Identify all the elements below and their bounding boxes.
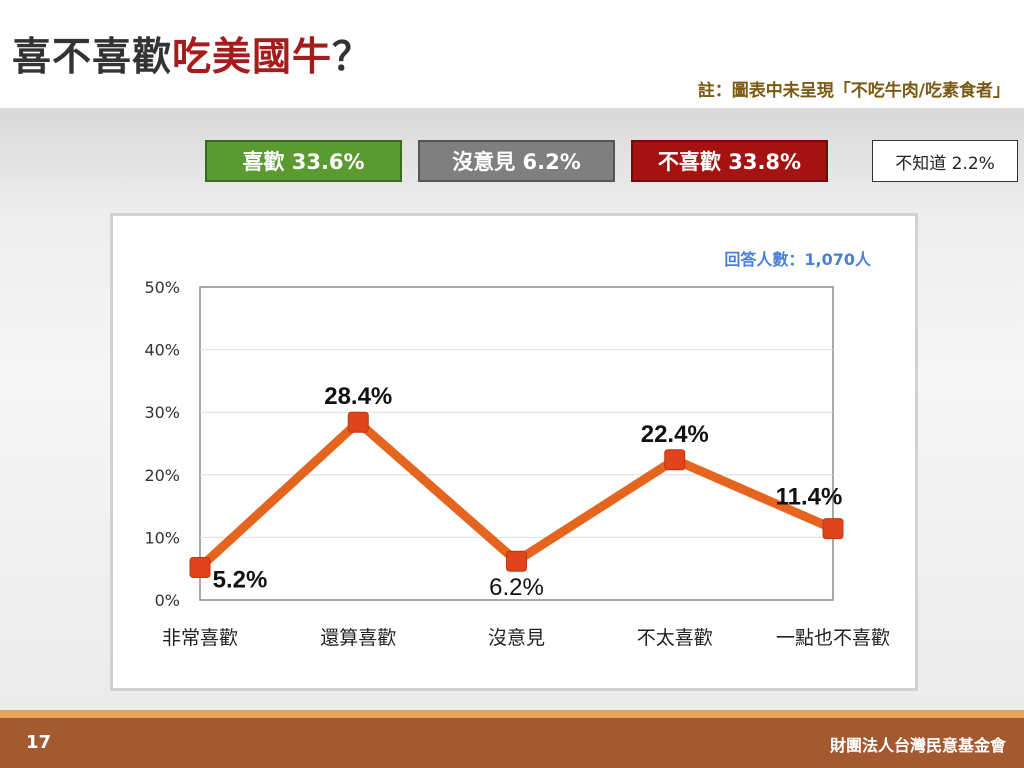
data-label: 28.4% bbox=[324, 383, 392, 410]
y-tick-label: 40% bbox=[144, 341, 180, 360]
x-tick-label: 沒意見 bbox=[488, 627, 545, 649]
data-point-marker bbox=[189, 556, 211, 578]
y-tick-label: 20% bbox=[144, 466, 180, 485]
chart-panel: 回答人數：1,070人 0% 10% 20% 30% 40% 50% 非常喜歡 還算喜歡 沒意見… bbox=[110, 213, 918, 691]
data-label: 11.4% bbox=[776, 484, 843, 511]
x-tick-label: 還算喜歡 bbox=[320, 627, 396, 649]
summary-dont-know-box: 不知道 2.2% bbox=[872, 140, 1018, 182]
data-point-marker bbox=[664, 449, 686, 471]
summary-neutral-box: 沒意見 6.2% bbox=[418, 140, 615, 182]
title-suffix: ？ bbox=[332, 35, 373, 80]
data-label: 5.2% bbox=[213, 566, 268, 593]
data-point-marker bbox=[347, 411, 369, 433]
x-tick-label: 一點也不喜歡 bbox=[776, 627, 890, 649]
page-number: 17 bbox=[26, 732, 52, 753]
y-tick-label: 30% bbox=[144, 403, 180, 422]
data-label: 22.4% bbox=[641, 421, 709, 448]
header-band bbox=[0, 0, 1024, 108]
footer-accent-strip bbox=[0, 710, 1024, 718]
title-highlight: 吃美國牛 bbox=[172, 35, 333, 80]
plot-area bbox=[199, 286, 834, 601]
line-chart: 0% 10% 20% 30% 40% 50% 非常喜歡 還算喜歡 沒意見 不太喜歡 一點也不喜歡 5.… bbox=[144, 278, 890, 649]
footer-bar: 17 財團法人台灣民意基金會 bbox=[0, 718, 1024, 768]
y-tick-label: 10% bbox=[144, 528, 180, 547]
organization-name: 財團法人台灣民意基金會 bbox=[829, 736, 1006, 755]
x-tick-label: 非常喜歡 bbox=[162, 627, 238, 649]
summary-dislike-box: 不喜歡 33.8% bbox=[631, 140, 828, 182]
chart-note: 註：圖表中未呈現「不吃牛肉/吃素食者」 bbox=[697, 81, 1010, 101]
data-point-marker bbox=[506, 550, 527, 572]
y-tick-label: 50% bbox=[144, 278, 180, 297]
slide-title: 喜不喜歡吃美國牛？ bbox=[12, 26, 372, 82]
data-label: 6.2% bbox=[489, 574, 544, 601]
title-prefix: 喜不喜歡 bbox=[12, 35, 173, 80]
respondents-count: 回答人數：1,070人 bbox=[724, 250, 871, 269]
y-tick-label: 0% bbox=[155, 591, 180, 610]
summary-like-box: 喜歡 33.6% bbox=[205, 140, 402, 182]
x-tick-label: 不太喜歡 bbox=[637, 627, 713, 649]
data-point-marker bbox=[822, 518, 844, 540]
